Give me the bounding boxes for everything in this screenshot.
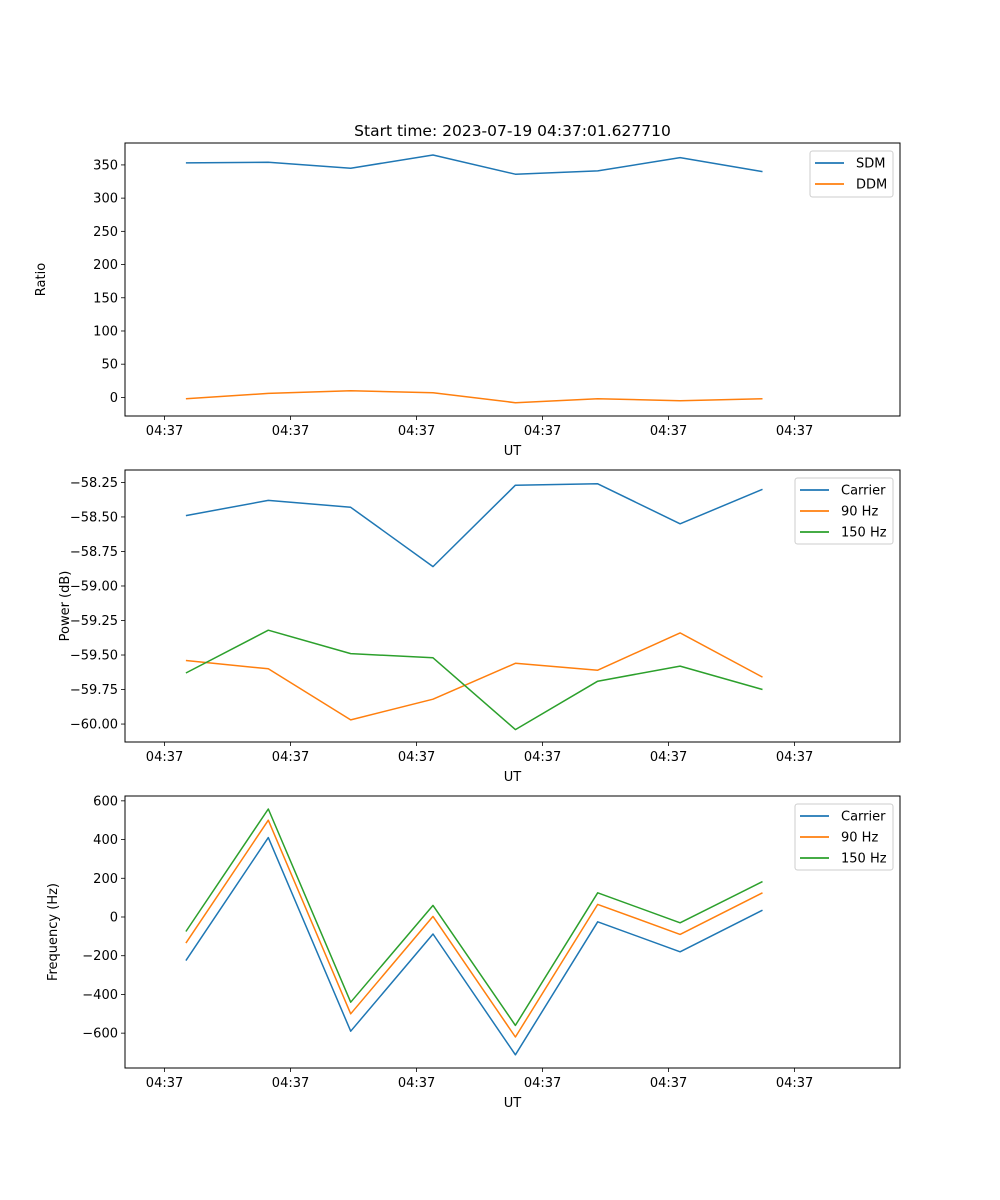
y-tick-label: 350 (93, 158, 118, 173)
y-tick-label: 400 (93, 833, 118, 848)
legend-label: 150 Hz (841, 852, 887, 867)
y-tick-label: −600 (82, 1027, 118, 1042)
series-line-150-hz (185, 629, 763, 731)
chart-frequency: 04:37 04:37 04:37 04:37 04:37 04:37 −600 −400 −2… (46, 794, 901, 1111)
series-line-150-hz (185, 808, 763, 1027)
x-tick-label: 04:37 (146, 750, 183, 765)
x-tick-label: 04:37 (524, 424, 561, 439)
legend: SDM DDM (809, 150, 894, 198)
series-line-ddm (185, 390, 763, 404)
x-tick-label: 04:37 (524, 1076, 561, 1091)
legend: Carrier 90 Hz 150 Hz (794, 803, 894, 871)
legend-box (794, 477, 894, 545)
x-tick-label: 04:37 (272, 424, 309, 439)
y-tick-label: −59.50 (70, 649, 118, 664)
x-tick-label: 04:37 (776, 1076, 813, 1091)
y-axis-label: Ratio (34, 263, 49, 296)
legend-label: Carrier (841, 810, 886, 825)
y-tick-label: −58.25 (70, 476, 118, 491)
x-tick-label: 04:37 (146, 1076, 183, 1091)
x-tick-label: 04:37 (272, 1076, 309, 1091)
series-line-sdm (185, 154, 763, 175)
chart-ratio: 04:37 04:37 04:37 04:37 04:37 04:37 0 50 100 150 2… (34, 142, 901, 459)
x-axis-label: UT (504, 444, 522, 459)
legend-label: 150 Hz (841, 526, 887, 541)
x-axis-label: UT (504, 770, 522, 785)
x-tick-label: 04:37 (776, 424, 813, 439)
y-tick-label: −400 (82, 988, 118, 1003)
series-line-90-hz (185, 819, 763, 1038)
y-axis-label: Frequency (Hz) (46, 883, 61, 981)
y-tick-label: 0 (110, 391, 118, 406)
x-tick-label: 04:37 (524, 750, 561, 765)
legend-label: 90 Hz (841, 505, 878, 520)
series-line-90-hz (185, 632, 763, 721)
legend-label: 90 Hz (841, 831, 878, 846)
y-tick-label: −58.75 (70, 545, 118, 560)
x-tick-label: 04:37 (398, 1076, 435, 1091)
x-tick-label: 04:37 (650, 424, 687, 439)
axes-frame (124, 795, 901, 1069)
x-tick-label: 04:37 (272, 750, 309, 765)
y-tick-label: 150 (93, 291, 118, 306)
x-tick-label: 04:37 (650, 1076, 687, 1091)
y-tick-label: 200 (93, 872, 118, 887)
y-tick-label: 50 (101, 358, 118, 373)
x-tick-label: 04:37 (398, 424, 435, 439)
y-tick-label: −59.75 (70, 683, 118, 698)
y-tick-label: −60.00 (70, 718, 118, 733)
x-tick-label: 04:37 (146, 424, 183, 439)
y-tick-label: −58.50 (70, 510, 118, 525)
legend-box (794, 803, 894, 871)
y-tick-label: 200 (93, 258, 118, 273)
y-tick-label: −59.00 (70, 579, 118, 594)
axes-frame (124, 469, 901, 743)
x-tick-label: 04:37 (398, 750, 435, 765)
x-tick-label: 04:37 (776, 750, 813, 765)
y-tick-label: 300 (93, 192, 118, 207)
legend-label: SDM (856, 157, 885, 172)
y-axis-label: Power (dB) (58, 571, 73, 642)
legend: Carrier 90 Hz 150 Hz (794, 477, 894, 545)
y-tick-label: 600 (93, 794, 118, 809)
x-axis-label: UT (504, 1096, 522, 1111)
y-tick-label: 250 (93, 225, 118, 240)
series-line-carrier (185, 836, 763, 1056)
y-tick-label: −200 (82, 949, 118, 964)
axes-frame (124, 142, 901, 417)
y-tick-label: 100 (93, 324, 118, 339)
chart-power: 04:37 04:37 04:37 04:37 04:37 04:37 −60.00 −59.… (58, 469, 901, 785)
legend-label: Carrier (841, 484, 886, 499)
figure-title: Start time: 2023-07-19 04:37:01.627710 (354, 122, 671, 140)
y-tick-label: 0 (110, 910, 118, 925)
x-tick-label: 04:37 (650, 750, 687, 765)
y-tick-label: −59.25 (70, 614, 118, 629)
legend-label: DDM (856, 178, 887, 193)
series-line-carrier (185, 483, 763, 568)
